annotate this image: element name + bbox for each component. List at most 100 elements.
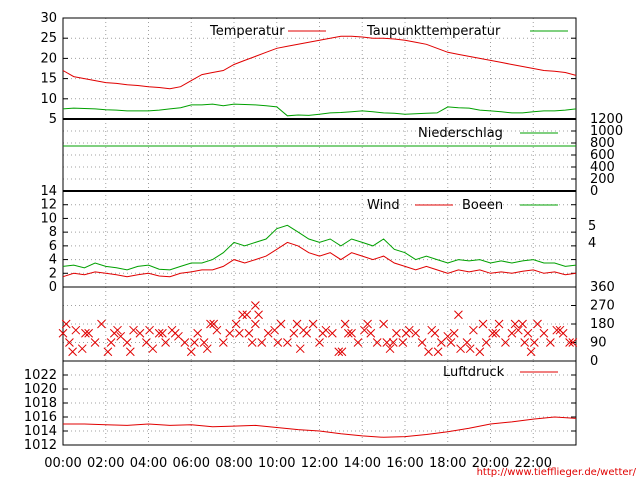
series-line	[62, 103, 577, 117]
scatter-point	[552, 325, 562, 335]
scatter-point	[193, 328, 203, 338]
scatter-point	[353, 338, 363, 347]
scatter-point	[129, 325, 138, 335]
scatter-point	[125, 347, 135, 357]
scatter-point	[234, 328, 244, 338]
scatter-point	[363, 319, 372, 329]
scatter-point	[327, 328, 337, 338]
legend-label: Luftdruck	[443, 365, 505, 380]
y-tick-label: 1012	[24, 438, 57, 453]
y-tick-label: 180	[590, 317, 615, 332]
scatter-point	[344, 328, 353, 338]
scatter-point	[411, 328, 421, 338]
scatter-point	[238, 310, 247, 320]
scatter-point	[494, 319, 504, 329]
scatter-point	[58, 328, 68, 338]
scatter-point	[65, 338, 74, 347]
scatter-point	[225, 328, 235, 338]
scatter-point	[449, 328, 459, 338]
scatter-point	[469, 325, 478, 335]
scatter-point	[392, 328, 401, 338]
y-tick-label: 30	[40, 11, 57, 26]
scatter-point	[427, 325, 437, 335]
scatter-point	[103, 347, 113, 357]
scatter-point	[510, 319, 520, 329]
scatter-point	[161, 338, 170, 347]
scatter-point	[244, 328, 254, 338]
scatter-point	[318, 328, 328, 338]
scatter-point	[148, 344, 158, 354]
y-tick-label: 10	[40, 211, 57, 226]
y-tick-label: 800	[590, 136, 615, 151]
y-tick-label: 14	[40, 184, 57, 199]
x-tick-label: 12:00	[301, 456, 338, 471]
scatter-point	[478, 319, 488, 329]
y-tick-label: 1020	[24, 382, 57, 397]
y-tick-label: 20	[40, 51, 57, 66]
scatter-point	[199, 338, 209, 347]
series-line	[62, 35, 577, 90]
y-tick-label: 1200	[590, 112, 623, 127]
y-tick-label: 1000	[590, 124, 623, 139]
y-tick-label: 270	[590, 299, 615, 314]
scatter-point	[292, 319, 302, 329]
legend-label: Taupunkttemperatur	[366, 24, 501, 39]
scatter-point	[382, 338, 392, 347]
scatter-point	[337, 347, 347, 357]
scatter-point	[340, 319, 350, 329]
scatter-point	[555, 325, 565, 335]
scatter-point	[529, 338, 539, 347]
scatter-point	[401, 328, 411, 338]
scatter-point	[61, 319, 71, 329]
scatter-point	[81, 328, 90, 338]
scatter-point	[520, 338, 530, 347]
x-tick-label: 18:00	[429, 456, 466, 471]
x-tick-label: 22:00	[515, 456, 552, 471]
source-url: http://www.tiefflieger.de/wetter/	[477, 467, 637, 478]
scatter-point	[379, 319, 388, 329]
x-tick-label: 20:00	[472, 456, 509, 471]
series-line	[62, 241, 577, 278]
scatter-point	[315, 338, 324, 347]
scatter-point	[289, 328, 299, 338]
scatter-point	[462, 338, 472, 347]
scatter-point	[106, 338, 116, 347]
scatter-point	[154, 328, 164, 338]
scatter-point	[218, 338, 228, 347]
y-tick-label: 12	[40, 198, 57, 213]
y-tick-label: 10	[40, 92, 57, 107]
scatter-point	[475, 347, 485, 357]
scatter-point	[388, 338, 398, 347]
x-tick-label: 00:00	[44, 456, 81, 471]
scatter-point	[231, 319, 241, 329]
y-tick-label: 1016	[24, 410, 57, 425]
y-tick-label: 0	[49, 280, 57, 295]
scatter-point	[273, 338, 283, 347]
scatter-point	[360, 325, 369, 335]
y-tick-label: 400	[590, 160, 615, 175]
legend-label: Wind	[367, 198, 400, 213]
legend-label: Temperatur	[209, 24, 285, 39]
y-tick-label: 25	[40, 31, 57, 46]
scatter-point	[247, 338, 257, 347]
scatter-point	[465, 344, 475, 354]
scatter-point	[84, 328, 94, 338]
scatter-point	[454, 310, 463, 320]
panel-frame	[62, 360, 577, 446]
x-tick-label: 02:00	[87, 456, 124, 471]
y-tick-label: 5	[49, 112, 57, 127]
scatter-point	[398, 338, 408, 347]
y-tick-label: 15	[40, 72, 57, 87]
scatter-point	[202, 344, 212, 354]
scatter-point	[488, 328, 497, 338]
y-tick-label: 600	[590, 148, 615, 163]
right-axis-label: 4	[588, 236, 596, 251]
scatter-point	[347, 328, 356, 338]
scatter-point	[513, 325, 523, 335]
scatter-point	[518, 319, 527, 329]
y-tick-label: 200	[590, 172, 615, 187]
scatter-point	[90, 338, 100, 347]
scatter-point	[491, 328, 501, 338]
scatter-point	[263, 328, 273, 338]
